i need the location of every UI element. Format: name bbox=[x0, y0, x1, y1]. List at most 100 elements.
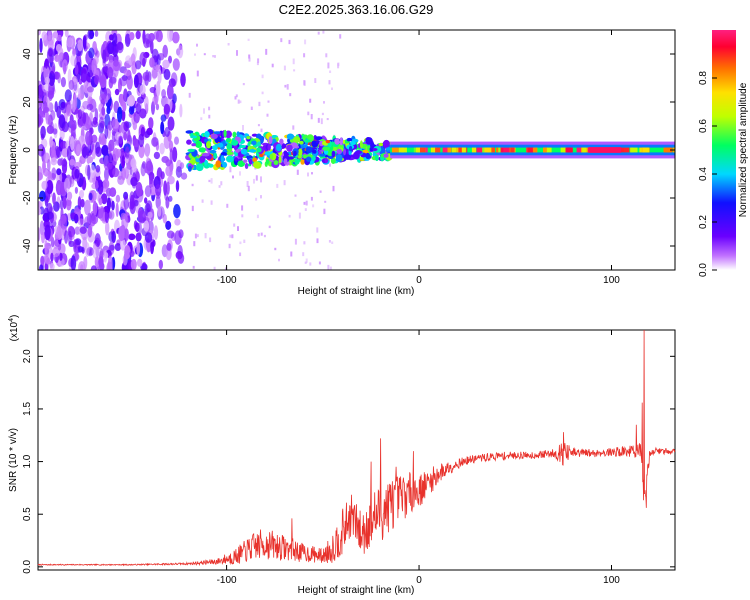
spectrogram-cell bbox=[165, 165, 173, 177]
spectrogram-cell bbox=[38, 113, 42, 127]
spectrogram-cell bbox=[334, 138, 340, 145]
spectrogram-cell bbox=[149, 57, 155, 68]
spectrogram-cell bbox=[155, 103, 160, 111]
spectrogram-cell bbox=[111, 200, 115, 211]
spectrogram-cell bbox=[299, 140, 304, 145]
spectrogram-cell bbox=[77, 218, 85, 226]
spectrogram-cell bbox=[286, 84, 289, 90]
spectrogram-panel: -100 0 100 -40 -20 0 20 40 Height of straight l… bbox=[8, 29, 676, 297]
spectrogram-cell bbox=[66, 37, 74, 48]
spectrogram-cell bbox=[267, 100, 270, 103]
spectrogram-cell bbox=[121, 109, 126, 122]
spectrogram-cell bbox=[243, 159, 248, 163]
spectrogram-cell bbox=[147, 211, 153, 219]
spectrogram-cell bbox=[319, 153, 326, 157]
snr-xlabel: Height of straight line (km) bbox=[298, 585, 415, 596]
spectrogram-cell bbox=[200, 117, 203, 120]
spectrogram-cell bbox=[237, 226, 239, 231]
spectrogram-cell bbox=[193, 241, 196, 247]
spectrogram-cell bbox=[192, 265, 195, 269]
spectrogram-cell bbox=[298, 212, 301, 219]
spectrogram-cell bbox=[248, 158, 253, 165]
spectrogram-cell bbox=[199, 155, 206, 163]
spectrogram-cell bbox=[234, 157, 238, 162]
spectrogram-xtick-label: 0 bbox=[416, 275, 422, 286]
spectrogram-cell bbox=[307, 172, 309, 177]
spectrogram-cell bbox=[73, 93, 78, 110]
spectrogram-cell bbox=[317, 31, 320, 35]
spectrogram-cell bbox=[208, 179, 211, 183]
spectrogram-cell bbox=[122, 101, 127, 112]
spectrogram-cell bbox=[134, 60, 142, 70]
spectrogram-cell bbox=[118, 226, 125, 242]
spectrogram-cell bbox=[106, 197, 111, 211]
colorbar-tick-label: 0.0 bbox=[698, 263, 709, 277]
spectrogram-cell bbox=[278, 258, 280, 262]
spectrogram-cell bbox=[77, 246, 85, 253]
spectrogram-cell bbox=[283, 158, 288, 165]
spectrogram-cell bbox=[138, 221, 142, 235]
spectrogram-cell bbox=[133, 220, 138, 230]
snr-ytick-label: 0.5 bbox=[22, 507, 33, 521]
spectrogram-cell bbox=[239, 241, 242, 245]
spectrogram-cell bbox=[92, 244, 100, 259]
spectrogram-cell bbox=[442, 147, 449, 153]
spectrogram-cell bbox=[128, 233, 136, 241]
snr-ytick-label: 2.0 bbox=[22, 349, 33, 363]
spectrogram-cell bbox=[38, 227, 41, 242]
spectrogram-cell bbox=[312, 204, 315, 208]
spectrogram-cell bbox=[187, 148, 195, 153]
spectrogram-cell bbox=[139, 84, 146, 95]
spectrogram-cell bbox=[98, 197, 103, 206]
spectrogram-cell bbox=[101, 106, 106, 116]
spectrogram-cell bbox=[383, 153, 389, 158]
spectrogram-cell bbox=[99, 93, 107, 104]
spectrogram-cell bbox=[67, 230, 72, 245]
spectrogram-cell bbox=[327, 62, 330, 69]
spectrogram-cell bbox=[166, 181, 170, 195]
spectrogram-cell bbox=[499, 147, 504, 153]
spectrogram-cell bbox=[129, 194, 135, 210]
spectrogram-cell bbox=[139, 108, 147, 119]
spectrogram-cell bbox=[67, 191, 73, 201]
spectrogram-cell bbox=[121, 155, 126, 169]
spectrogram-cell bbox=[131, 172, 138, 189]
spectrogram-cell bbox=[273, 160, 279, 166]
spectrogram-cell bbox=[239, 100, 242, 104]
spectrogram-cell bbox=[49, 121, 55, 134]
spectrogram-cell bbox=[153, 151, 160, 160]
spectrogram-cell bbox=[212, 145, 218, 151]
spectrogram-cell bbox=[263, 234, 266, 238]
spectrogram-cell bbox=[104, 207, 110, 224]
spectrogram-cell bbox=[77, 117, 84, 128]
spectrogram-cell bbox=[348, 145, 353, 152]
spectrogram-cell bbox=[119, 76, 128, 87]
spectrogram-cell bbox=[133, 111, 140, 124]
spectrogram-cell bbox=[188, 92, 191, 98]
spectrogram-cell bbox=[43, 207, 50, 221]
spectrogram-cell bbox=[169, 148, 173, 164]
snr-ytick-label: 0.0 bbox=[22, 559, 33, 573]
spectrogram-cell bbox=[87, 164, 91, 181]
spectrogram-cell bbox=[94, 256, 100, 268]
spectrogram-cell bbox=[108, 139, 115, 152]
spectrogram-cell bbox=[44, 76, 50, 85]
spectrogram-cell bbox=[208, 163, 214, 168]
spectrogram-cell bbox=[166, 84, 174, 100]
spectrogram-cell bbox=[51, 167, 57, 179]
spectrogram-cell bbox=[206, 141, 212, 149]
spectrogram-cell bbox=[491, 147, 495, 153]
spectrogram-cell bbox=[123, 131, 128, 141]
spectrogram-cell bbox=[304, 39, 307, 45]
spectrogram-cell bbox=[300, 159, 305, 165]
colorbar-tick-label: 0.2 bbox=[698, 215, 709, 229]
spectrogram-cell bbox=[452, 147, 457, 153]
spectrogram-cell bbox=[242, 83, 245, 86]
spectrogram-cell bbox=[107, 120, 113, 131]
spectrogram-cell bbox=[148, 117, 154, 130]
spectrogram-cell bbox=[260, 176, 262, 183]
spectrogram-cell bbox=[79, 226, 87, 234]
spectrogram-cell bbox=[90, 214, 99, 225]
spectrogram-cell bbox=[49, 263, 55, 270]
spectrogram-cell bbox=[47, 56, 55, 63]
